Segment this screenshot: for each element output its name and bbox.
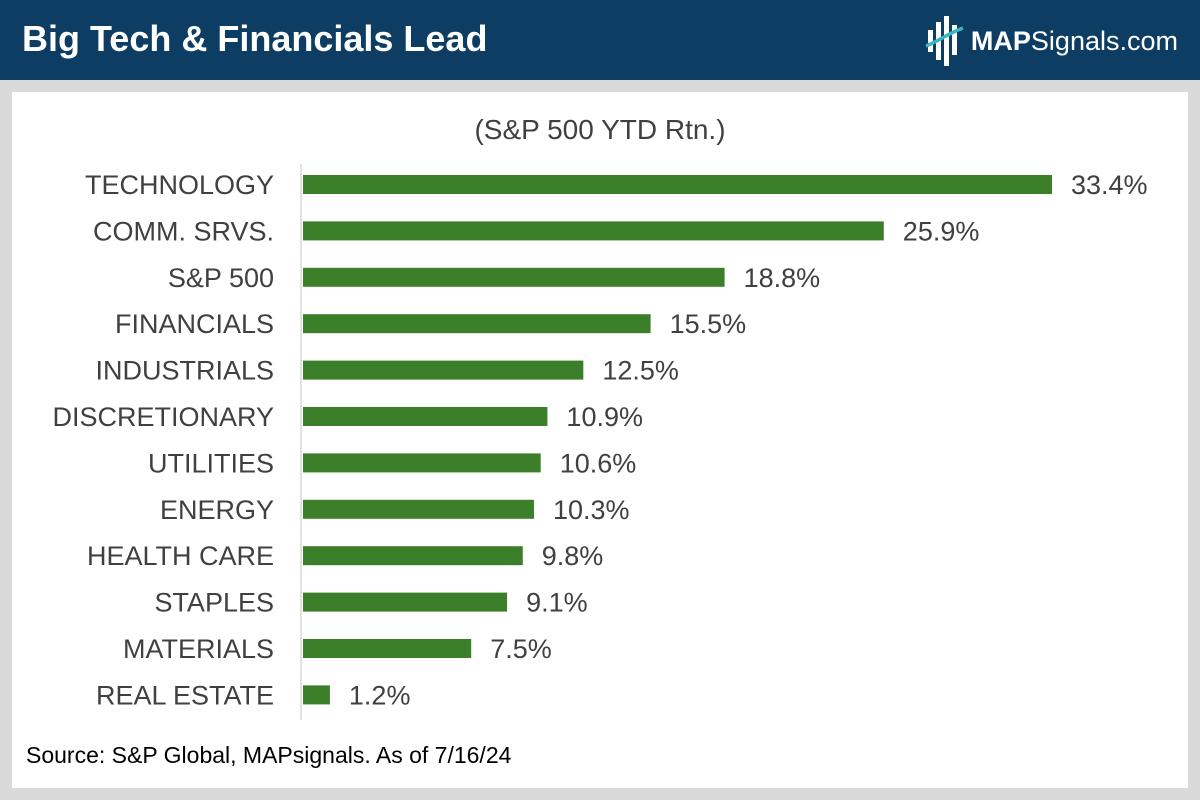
value-label-industrials: 12.5% xyxy=(602,356,679,386)
category-label-financials: FINANCIALS xyxy=(115,309,274,339)
value-label-s-p-500: 18.8% xyxy=(744,263,821,293)
bar-health-care xyxy=(303,546,523,566)
value-label-technology: 33.4% xyxy=(1071,170,1148,200)
category-label-industrials: INDUSTRIALS xyxy=(95,356,274,386)
value-label-utilities: 10.6% xyxy=(560,448,637,478)
brand-name: MAPSignals.com xyxy=(971,26,1178,57)
bar-energy xyxy=(303,499,534,519)
category-label-materials: MATERIALS xyxy=(123,634,274,664)
source-note: Source: S&P Global, MAPsignals. As of 7/… xyxy=(26,742,512,768)
bar-utilities xyxy=(303,453,541,473)
brand-name-bold: MAP xyxy=(970,25,1031,56)
bar-chart: (S&P 500 YTD Rtn.) TECHNOLOGY 33.4% COMM. … xyxy=(52,114,1148,720)
page-title: Big Tech & Financials Lead xyxy=(22,18,488,59)
category-label-comm-srvs: COMM. SRVS. xyxy=(93,216,274,246)
bar-industrials xyxy=(303,360,584,380)
category-label-energy: ENERGY xyxy=(160,495,274,525)
value-label-comm-srvs: 25.9% xyxy=(903,216,980,246)
chart-subtitle: (S&P 500 YTD Rtn.) xyxy=(474,114,725,145)
category-label-utilities: UTILITIES xyxy=(148,448,274,478)
header-bar: Big Tech & Financials Lead MAPSignals.co… xyxy=(0,0,1200,80)
value-label-materials: 7.5% xyxy=(490,634,552,664)
value-label-staples: 9.1% xyxy=(526,588,588,618)
chart-panel: (S&P 500 YTD Rtn.) TECHNOLOGY 33.4% COMM. … xyxy=(12,92,1188,788)
category-label-real-estate: REAL ESTATE xyxy=(96,680,274,710)
mapsignals-logo-icon xyxy=(925,16,964,66)
brand: MAPSignals.com xyxy=(925,16,1178,66)
value-label-real-estate: 1.2% xyxy=(349,680,411,710)
bar-comm-srvs xyxy=(303,221,884,241)
bar-financials xyxy=(303,314,651,334)
bar-technology xyxy=(303,175,1052,194)
bar-materials xyxy=(303,639,472,658)
bar-real-estate xyxy=(303,685,330,705)
value-label-financials: 15.5% xyxy=(670,309,747,339)
category-label-health-care: HEALTH CARE xyxy=(87,541,274,571)
bar-discretionary xyxy=(303,407,548,426)
value-label-discretionary: 10.9% xyxy=(566,402,643,432)
value-label-health-care: 9.8% xyxy=(542,541,604,571)
bars-group: TECHNOLOGY 33.4% COMM. SRVS. 25.9% S&P 500 18… xyxy=(52,170,1147,710)
category-label-s-p-500: S&P 500 xyxy=(168,263,274,293)
brand-name-rest: Signals.com xyxy=(1030,25,1178,56)
value-label-energy: 10.3% xyxy=(553,495,630,525)
category-label-staples: STAPLES xyxy=(154,588,274,618)
bar-s-p-500 xyxy=(303,267,725,287)
bar-staples xyxy=(303,592,508,612)
category-label-technology: TECHNOLOGY xyxy=(85,170,274,200)
category-label-discretionary: DISCRETIONARY xyxy=(52,402,274,432)
